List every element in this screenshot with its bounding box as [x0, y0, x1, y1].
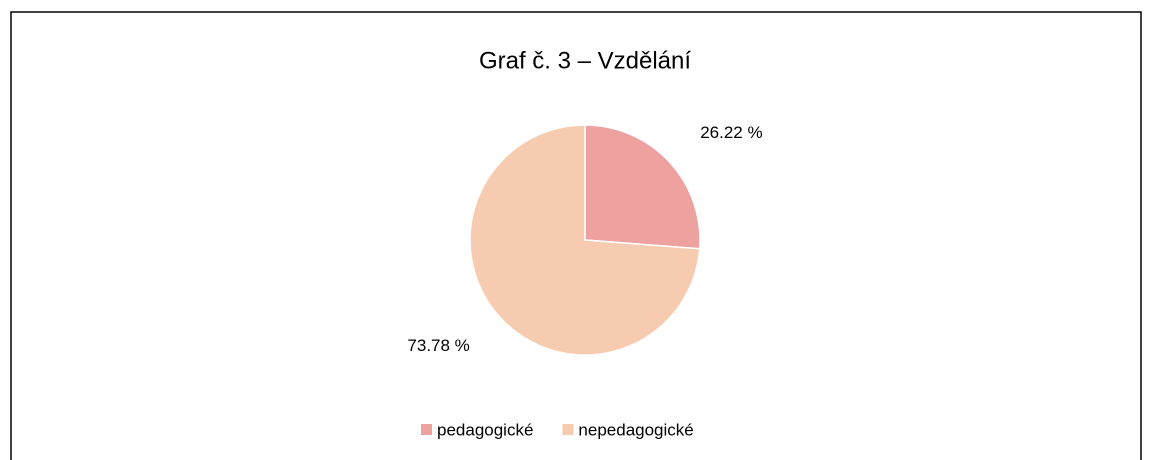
legend-label: nepedagogické	[578, 420, 693, 439]
data-label: 26.22 %	[700, 123, 762, 142]
legend-swatch	[421, 424, 432, 435]
data-label: 73.78 %	[407, 336, 469, 355]
pie-slice	[584, 124, 701, 250]
pie-slice	[469, 124, 701, 356]
legend-swatch	[562, 424, 574, 435]
chart-title: Graf č. 3 – Vzdělání	[479, 47, 691, 74]
legend-label: pedagogické	[437, 420, 533, 439]
